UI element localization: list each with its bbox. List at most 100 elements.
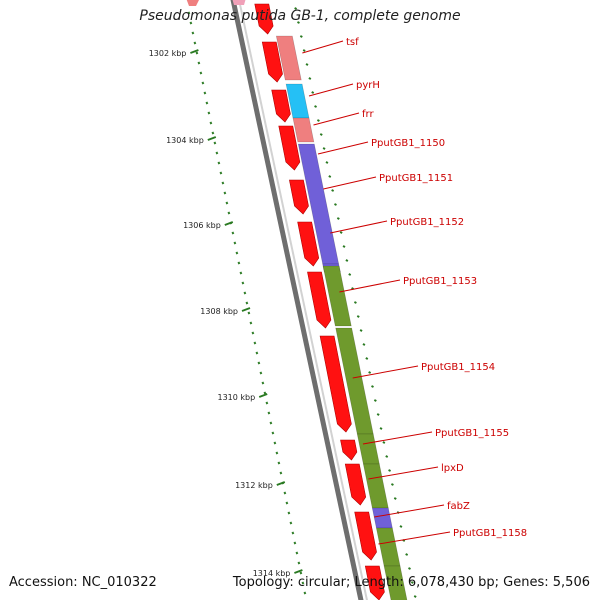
tick-mark: [368, 371, 372, 374]
scale-tick: [259, 371, 263, 375]
tick-mark: [308, 77, 312, 80]
scale-tick: [267, 411, 271, 415]
cog-bar: [362, 463, 389, 509]
tick-mark: [348, 273, 352, 276]
scale-tick: [293, 541, 297, 545]
gene-leader-line: [368, 466, 439, 480]
scale-tick: [187, 11, 191, 15]
cds-arrow: [278, 125, 301, 171]
tick-mark: [379, 427, 383, 430]
cds-arrow: [340, 439, 358, 461]
scale-tick: [207, 111, 211, 115]
tick-mark: [302, 49, 306, 52]
tick-mark: [382, 441, 386, 444]
tick-mark: [371, 385, 374, 388]
scale-tick: [253, 341, 257, 345]
kbp-label: 1304 kbp: [166, 136, 204, 145]
tick-mark: [299, 35, 303, 38]
major-scale-tick: [207, 136, 217, 141]
gene-label-pputgb1_1155: PputGB1_1155: [435, 428, 509, 439]
tick-mark: [388, 469, 392, 472]
scale-tick: [239, 271, 243, 275]
tick-mark: [365, 357, 369, 360]
tick-mark: [376, 413, 380, 416]
backbone-line: [230, 0, 364, 600]
cog-bar: [371, 507, 393, 529]
cds-arrow: [261, 41, 283, 83]
cds-arrow: [254, 3, 274, 35]
scale-tick: [195, 51, 199, 55]
gene-label-tsf: tsf: [346, 37, 359, 48]
cds-arrow: [271, 89, 291, 123]
gene-label-fabz: fabZ: [447, 501, 470, 512]
cds-arrow: [307, 271, 332, 329]
gene-leader-line: [302, 40, 344, 54]
cds-arrow: [364, 565, 385, 600]
scale-tick: [205, 101, 209, 105]
cog-bar: [275, 35, 302, 81]
tick-mark: [393, 497, 397, 500]
cog-bar: [356, 433, 380, 465]
major-scale-tick: [258, 393, 268, 398]
kbp-label: 1306 kbp: [183, 221, 221, 230]
scale-tick: [279, 471, 283, 475]
tick-mark: [336, 217, 340, 220]
scale-tick: [227, 211, 231, 215]
tick-mark: [325, 161, 329, 164]
major-scale-tick: [241, 307, 251, 312]
gene-label-pputgb1_1150: PputGB1_1150: [371, 138, 445, 149]
scale-tick: [237, 261, 241, 265]
scale-tick: [257, 361, 261, 365]
scale-tick: [263, 391, 267, 395]
scale-tick: [235, 251, 239, 255]
scale-tick: [231, 231, 235, 235]
gene-leader-line: [374, 504, 445, 518]
scale-tick: [247, 311, 251, 315]
scale-tick: [249, 321, 253, 325]
scale-tick: [297, 561, 301, 565]
scale-tick: [245, 301, 249, 305]
scale-tick: [209, 121, 213, 125]
scale-tick: [269, 421, 273, 425]
kbp-label: 1314 kbp: [253, 569, 291, 578]
gene-leader-line: [339, 279, 401, 293]
scale-tick: [277, 461, 281, 465]
scale-tick: [287, 511, 291, 515]
scale-tick: [203, 91, 207, 95]
scale-tick: [271, 431, 275, 435]
tick-mark: [353, 301, 357, 304]
scale-tick: [189, 21, 193, 25]
scale-tick: [295, 551, 299, 555]
tick-mark: [373, 399, 377, 402]
cds-arrow: [186, 0, 199, 6]
scale-tick: [197, 61, 201, 65]
scale-tick: [219, 171, 223, 175]
cds-arrow: [319, 335, 352, 433]
gene-label-pyrh: pyrH: [356, 80, 380, 91]
scale-tick: [283, 491, 287, 495]
tick-mark: [342, 245, 346, 248]
tick-mark: [359, 329, 363, 332]
scale-tick: [193, 41, 197, 45]
scale-tick: [191, 31, 195, 35]
tick-mark: [328, 175, 332, 178]
tick-mark: [399, 525, 403, 528]
tick-mark: [356, 315, 360, 318]
topology-label: Topology: circular; Length: 6,078,430 bp…: [232, 575, 590, 590]
cog-bar: [383, 565, 408, 600]
kbp-label: 1302 kbp: [149, 49, 187, 58]
scale-tick: [217, 161, 221, 165]
major-scale-tick: [190, 49, 199, 54]
tick-mark: [297, 21, 300, 24]
scale-tick: [291, 531, 295, 535]
scale-tick: [233, 241, 237, 245]
tick-mark: [345, 259, 349, 262]
scale-tick: [225, 201, 229, 205]
scale-tick: [289, 521, 293, 525]
map-title: Pseudomonas putida GB-1, complete genome: [139, 8, 461, 24]
scale-tick: [303, 591, 307, 595]
major-scale-tick: [224, 221, 234, 226]
scale-tick: [199, 71, 203, 75]
cog-bar: [375, 527, 401, 567]
